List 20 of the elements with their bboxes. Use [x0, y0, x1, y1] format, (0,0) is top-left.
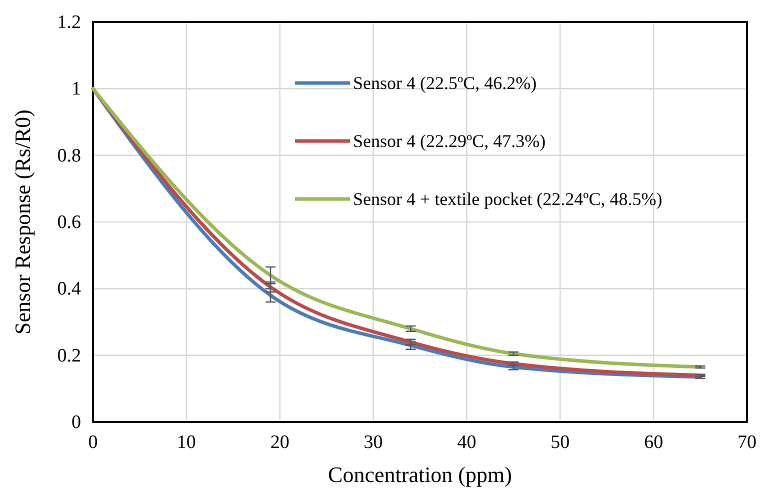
x-tick-label: 60: [644, 432, 664, 453]
y-tick-label: 0.4: [57, 278, 82, 300]
x-tick-label: 20: [270, 432, 290, 453]
legend-label: Sensor 4 (22.5ºC, 46.2%): [353, 73, 537, 93]
y-tick-label: 0.2: [57, 345, 81, 366]
y-tick-label: 0.8: [57, 145, 81, 166]
legend-label: Sensor 4 (22.29ºC, 47.3%): [353, 131, 546, 151]
y-tick-label: 0.6: [57, 212, 81, 233]
x-tick-label: 50: [550, 432, 570, 453]
y-tick-label: 1: [72, 78, 81, 100]
x-tick-label: 70: [738, 432, 756, 453]
x-tick-label: 40: [457, 432, 476, 453]
y-tick-label: 1.2: [57, 12, 81, 33]
x-tick-label: 30: [364, 432, 383, 453]
x-tick-label: 10: [176, 432, 196, 453]
legend-label: Sensor 4 + textile pocket (22.24ºC, 48.5%): [353, 189, 662, 209]
y-axis-title: Sensor Response (Rs/R0): [10, 110, 35, 334]
x-tick-label: 0: [88, 432, 98, 453]
x-axis-title: Concentration (ppm): [328, 462, 512, 487]
y-tick-label: 0: [72, 412, 81, 433]
